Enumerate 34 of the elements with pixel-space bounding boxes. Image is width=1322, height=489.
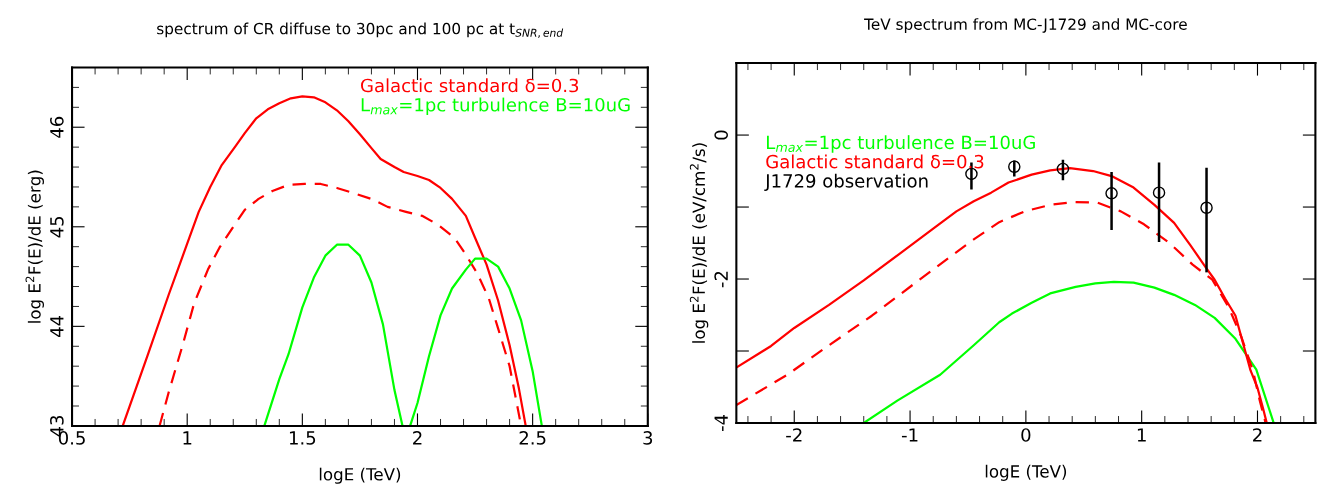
text: L$_{max}$=1pc turbulence B=10uG — [767, 135, 1035, 153]
y-tick-label: 45 — [50, 216, 64, 238]
point — [1008, 160, 1021, 173]
x-tick-label: 2 — [1253, 428, 1262, 442]
y-axis-title: log E$^{2}$F(E)/dE (erg) — [25, 170, 44, 323]
y-tick-label: 44 — [50, 315, 64, 337]
y-tick-label: 46 — [50, 116, 64, 138]
chart-title: TeV spectrum from MC-J1729 and MC-core — [864, 18, 1187, 33]
x-tick-label: 1 — [1137, 428, 1146, 442]
point — [1105, 187, 1118, 200]
x-tick-label: -2 — [786, 428, 802, 442]
x-tick-label: 1 — [183, 431, 192, 445]
x-tick-label: 0 — [1021, 428, 1031, 442]
series-label: Galactic standard δ=0.3 — [361, 78, 579, 93]
x-tick-label: 2 — [413, 431, 422, 445]
line-series — [158, 182, 523, 426]
x-tick-label: 3 — [643, 431, 653, 445]
y-axis-title: log E$^{2}$F(E)/dE (eV/cm$^{2}$/s) — [689, 143, 709, 343]
x-axis-title: logE (TeV) — [985, 464, 1067, 481]
text: L$_{max}$=1pc turbulence B=10uG — [361, 97, 630, 116]
series-label: Galactic standard δ=0.3 — [766, 154, 984, 169]
x-tick-label: -1 — [901, 428, 918, 442]
y-tick-label: -4 — [714, 415, 728, 432]
x-tick-label: 2.5 — [519, 431, 546, 445]
y-tick-label: -2 — [714, 271, 728, 288]
point — [1152, 186, 1166, 199]
point — [1200, 201, 1213, 215]
x-axis-title: logE (TeV) — [319, 467, 401, 484]
y-tick-label: 0 — [714, 130, 728, 140]
line-series — [862, 280, 1275, 423]
x-tick-label: 1.5 — [289, 431, 316, 445]
chart-title: spectrum of CR diffuse to 30pc and 100 pc at t$_{SNR,end}$ — [157, 22, 564, 38]
text: J1729 observation — [764, 173, 928, 192]
point — [1056, 162, 1070, 176]
